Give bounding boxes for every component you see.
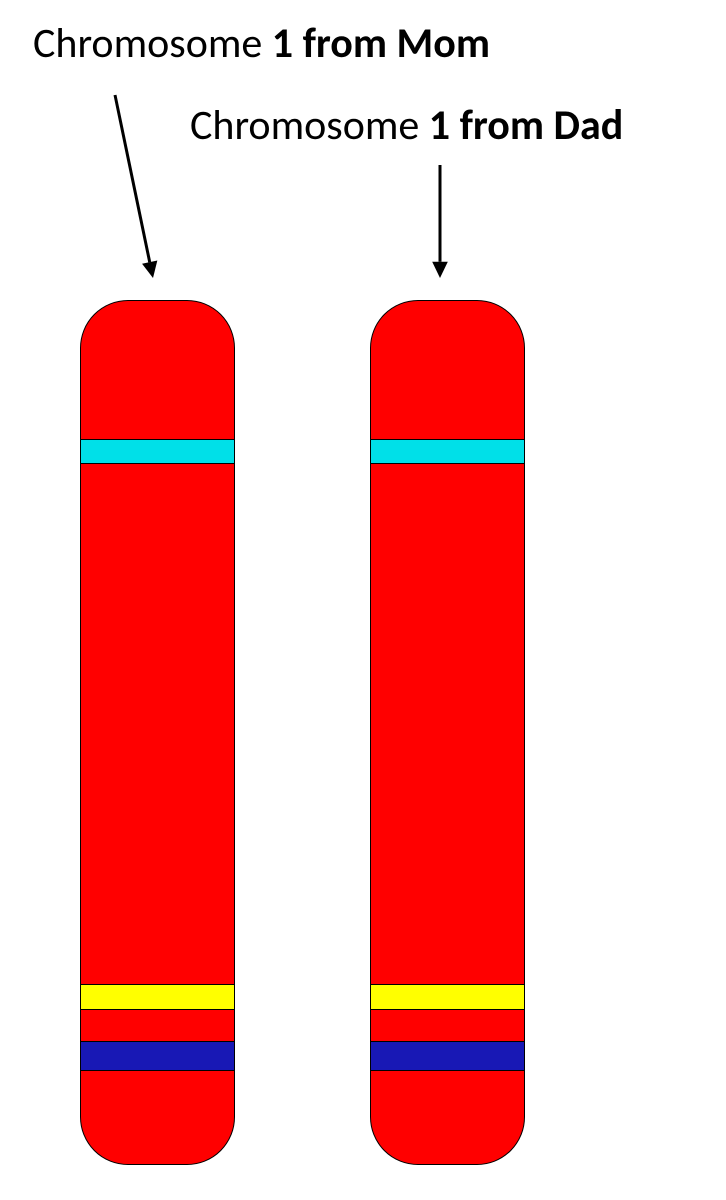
label-chromosome-mom: Chromosome 1 from Mom (33, 18, 490, 69)
chromosome-mom (80, 300, 235, 1165)
band-yellow (371, 984, 524, 1010)
arrow-mom (97, 77, 171, 296)
label-mom-prefix: Chromosome (33, 18, 272, 69)
chromosome-dad (370, 300, 525, 1165)
arrow-dad (422, 147, 458, 296)
label-mom-bold: 1 from Mom (272, 18, 490, 69)
label-dad-bold: 1 from Dad (429, 100, 623, 151)
band-blue (81, 1041, 234, 1071)
band-cyan (371, 439, 524, 463)
band-cyan (81, 439, 234, 463)
band-blue (371, 1041, 524, 1071)
band-yellow (81, 984, 234, 1010)
label-dad-prefix: Chromosome (190, 100, 429, 151)
label-chromosome-dad: Chromosome 1 from Dad (190, 100, 623, 151)
